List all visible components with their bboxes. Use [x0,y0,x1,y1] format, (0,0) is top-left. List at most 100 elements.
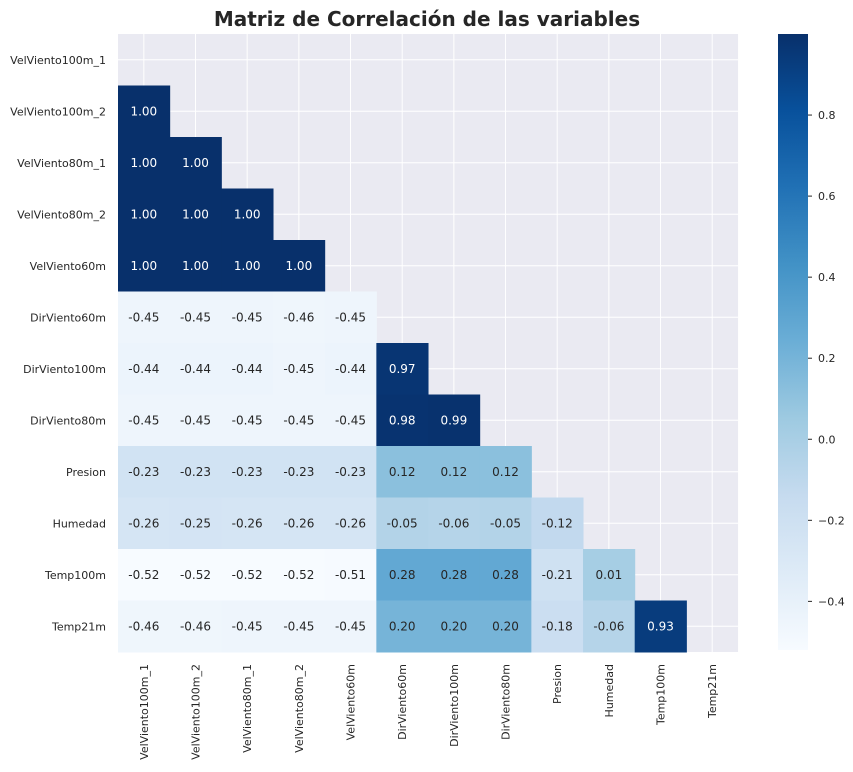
x-tick-label: DirViento60m [396,664,409,740]
cell-value-label: -0.23 [232,465,263,479]
cell-value-label: -0.18 [542,619,573,633]
heatmap-cell [376,394,429,447]
heatmap-cell [428,497,481,550]
heatmap-cell [221,549,274,601]
cell-value-label: -0.45 [335,310,366,324]
heatmap-cell [324,600,377,653]
x-tick-label: Humedad [603,664,616,717]
cell-value-label: -0.21 [542,568,573,582]
y-tick-label: VelViento100m_2 [10,105,106,118]
heatmap-cell [479,600,532,653]
heatmap-cell [428,394,481,447]
cell-value-label: 1.00 [130,104,157,118]
heatmap-cell [221,394,274,447]
heatmap-cell [376,497,429,550]
heatmap-cell [324,497,377,550]
heatmap-cell [221,497,274,550]
y-tick-label: VelViento100m_1 [10,54,106,67]
y-tick-label: Presion [66,466,106,479]
x-tick-label: VelViento80m_2 [293,664,306,753]
cell-value-label: 0.98 [389,413,416,427]
cell-value-label: -0.45 [128,310,159,324]
heatmap-cell [273,240,326,292]
cell-value-label: 0.12 [440,465,467,479]
cell-value-label: -0.23 [128,465,159,479]
cell-value-label: 1.00 [182,207,209,221]
cell-value-label: -0.45 [232,310,263,324]
x-tick-label: Temp100m [655,664,668,726]
cell-value-label: -0.26 [128,516,159,530]
cell-value-label: -0.46 [283,310,314,324]
heatmap-cell [273,394,326,447]
heatmap-cell [376,343,429,395]
heatmap-cell [169,600,222,653]
y-tick-label: Temp21m [51,620,106,633]
cell-value-label: 0.28 [492,568,519,582]
y-axis-tick-labels: VelViento100m_1 VelViento100m_2 VelViento8… [10,54,106,634]
cell-value-label: -0.45 [335,619,366,633]
heatmap-cell [273,343,326,395]
heatmap-cell [169,446,222,498]
cell-value-label: -0.26 [335,516,366,530]
cell-value-label: 0.28 [440,568,467,582]
cell-value-label: 1.00 [130,259,157,273]
cell-value-label: -0.26 [232,516,263,530]
cell-value-label: -0.44 [180,362,211,376]
cell-value-label: -0.45 [232,619,263,633]
heatmap-cell [118,137,171,189]
cell-value-label: -0.45 [283,413,314,427]
cell-value-label: -0.45 [283,619,314,633]
x-tick-label: VelViento60m [345,664,358,740]
heatmap-cell [324,343,377,395]
colorbar-tick-label: −0.2 [818,514,845,527]
cell-value-label: -0.52 [232,568,263,582]
heatmap-cell [583,600,636,653]
heatmap-cell [479,446,532,498]
cell-value-label: 0.12 [492,465,519,479]
cell-value-label: -0.23 [180,465,211,479]
heatmap-cell [169,188,222,241]
heatmap-cell [428,446,481,498]
colorbar-tick-label: 0.2 [818,352,836,365]
colorbar-gradient [778,34,808,650]
heatmap-cell [118,343,171,395]
heatmap-cell [273,291,326,344]
cell-value-label: 1.00 [182,259,209,273]
heatmap-cell [531,549,584,601]
cell-value-label: -0.45 [335,413,366,427]
cell-value-label: -0.44 [128,362,159,376]
x-tick-label: DirViento100m [448,664,461,747]
cell-value-label: 0.12 [389,465,416,479]
heatmap-cell [376,600,429,653]
heatmap-cell [118,549,171,601]
heatmap-cell [221,343,274,395]
cell-value-label: -0.45 [128,413,159,427]
heatmap-cell [479,497,532,550]
heatmap-cell [376,446,429,498]
heatmap-cell [273,549,326,601]
cell-value-label: 1.00 [182,156,209,170]
heatmap-cell [324,549,377,601]
heatmap-cell [169,137,222,189]
cell-value-label: 1.00 [130,156,157,170]
cell-value-labels: 1.00 1.00 1.00 1.00 1.00 1.00 1.00 1.00 1.00 1.00… [128,104,674,633]
heatmap-cell [118,394,171,447]
heatmap-cell [634,600,687,653]
cell-value-label: 0.01 [596,568,623,582]
heatmap-cell [118,497,171,550]
cell-value-label: -0.44 [335,362,366,376]
colorbar-tick-label: 0.8 [818,109,836,122]
heatmap-cell [169,549,222,601]
colorbar-tick-label: −0.4 [818,595,845,608]
colorbar-tick-label: 0.0 [818,433,836,446]
x-tick-label: VelViento100m_2 [190,664,203,760]
cell-value-label: -0.45 [232,413,263,427]
colorbar-tick-label: 0.6 [818,190,836,203]
x-tick-label: Presion [551,664,564,704]
heatmap-cell [324,446,377,498]
heatmap-cell [221,240,274,292]
heatmap-cell [221,446,274,498]
heatmap-cell [169,291,222,344]
